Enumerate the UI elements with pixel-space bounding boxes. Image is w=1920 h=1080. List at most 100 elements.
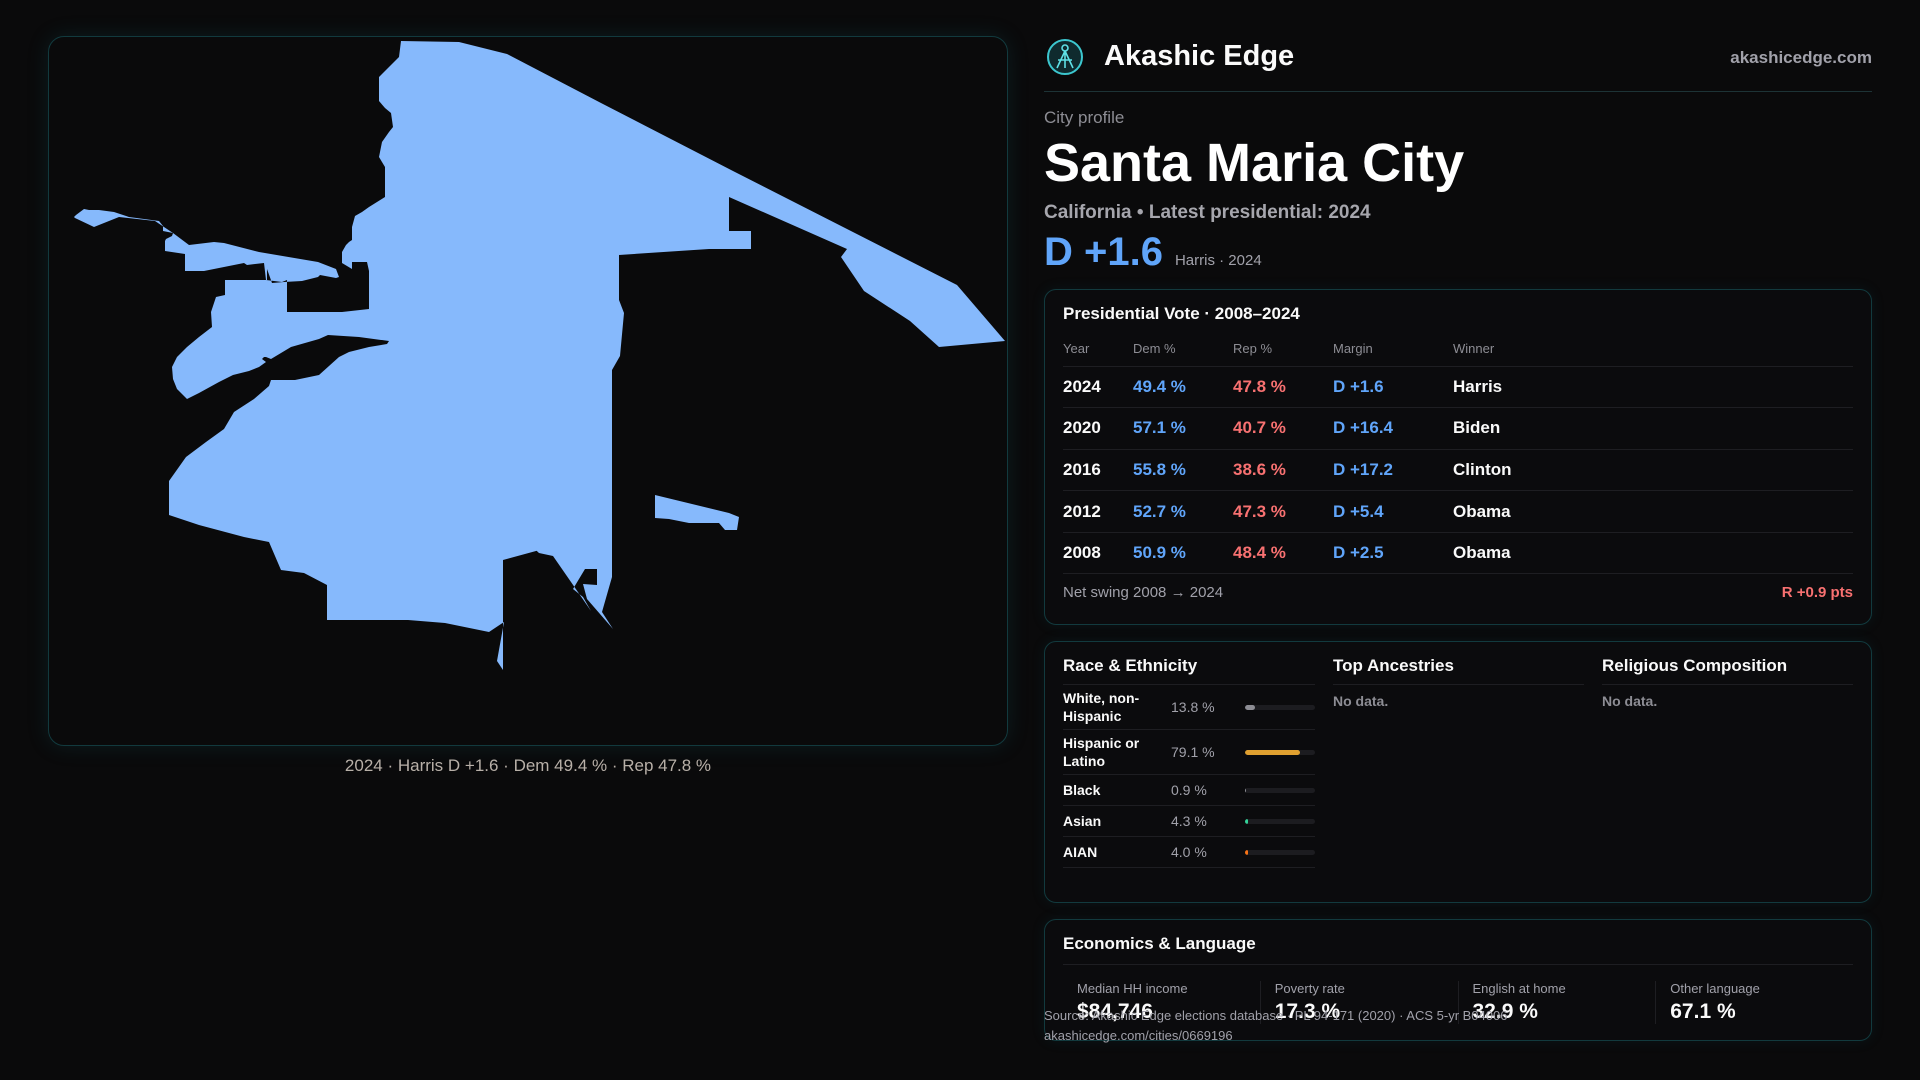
row-rep: 38.6 % [1233,449,1333,492]
ancestries-title: Top Ancestries [1333,656,1584,685]
city-boundary-map [74,41,1005,670]
latest-margin: D +1.6 Harris · 2024 [1044,230,1872,275]
econ-label: Poverty rate [1274,981,1345,996]
race-value: 13.8 % [1171,699,1215,715]
presidential-vote-table: Year Dem % Rep % Margin Winner 2024 49.4… [1063,332,1853,575]
row-year: 2008 [1063,532,1133,575]
econ-value: $84,746 [1077,1000,1153,1023]
race-bar-track [1245,849,1315,855]
net-swing-value: R +0.9 pts [1781,584,1853,602]
demographics-card: Race & Ethnicity White, non-Hispanic 13.… [1044,641,1872,903]
net-swing-row: Net swing 2008 → 2024 R +0.9 pts [1063,584,1853,601]
economics-grid: Median HH income $84,746 Poverty rate 17… [1063,981,1853,1024]
race-value: 0.9 % [1171,782,1207,798]
race-label: Black [1063,782,1101,798]
header: Akashic Edge akashicedge.com [1044,36,1872,92]
econ-label: English at home [1472,981,1566,996]
economics-card: Economics & Language Median HH income $8… [1044,919,1872,1041]
row-dem: 50.9 % [1133,532,1233,575]
race-label: Hispanic or Latino [1063,735,1140,769]
row-rep: 47.3 % [1233,490,1333,533]
race-bar-track [1245,787,1315,793]
row-margin: D +2.5 [1333,532,1453,575]
footer-source: Source: Akashic Edge elections database … [1044,1008,1508,1023]
race-bar-fill [1245,849,1248,855]
race-value: 4.3 % [1171,813,1207,829]
race-bar-track [1245,704,1315,710]
table-row: 2020 57.1 % 40.7 % D +16.4 Biden [1063,407,1853,450]
row-year: 2012 [1063,490,1133,533]
table-row: 2016 55.8 % 38.6 % D +17.2 Clinton [1063,449,1853,492]
brand-name: Akashic Edge [1104,40,1295,72]
page-title: Santa Maria City [1044,133,1465,193]
econ-cell: English at home 32.9 % [1457,981,1656,1024]
city-map-panel[interactable] [48,36,1008,746]
econ-value: 17.3 % [1274,1000,1341,1023]
row-dem: 52.7 % [1133,490,1233,533]
race-bar-fill [1245,787,1247,793]
list-item: AIAN 4.0 % [1063,837,1315,868]
footer-url[interactable]: akashicedge.com/cities/0669196 [1044,1028,1233,1043]
col-rep: Rep % [1233,332,1333,367]
list-item: Black 0.9 % [1063,775,1315,806]
row-margin: D +16.4 [1333,407,1453,450]
race-ethnicity-section: Race & Ethnicity White, non-Hispanic 13.… [1063,656,1315,902]
race-bar-track [1245,749,1315,755]
list-item: White, non-Hispanic 13.8 % [1063,685,1315,730]
site-link[interactable]: akashicedge.com [1730,48,1872,67]
net-swing-label: Net swing 2008 → 2024 [1063,584,1224,602]
row-margin: D +1.6 [1333,366,1453,409]
row-winner: Harris [1453,366,1853,409]
row-winner: Clinton [1453,449,1853,492]
akashic-edge-logo-icon[interactable] [1046,38,1084,76]
col-winner: Winner [1453,332,1853,367]
row-dem: 49.4 % [1133,366,1233,409]
econ-value: 32.9 % [1472,1000,1538,1023]
map-caption: 2024 · Harris D +1.6 · Dem 49.4 % · Rep … [344,756,712,775]
econ-cell: Median HH income $84,746 [1063,981,1260,1024]
table-header-row: Year Dem % Rep % Margin Winner [1063,332,1853,367]
list-item: Hispanic or Latino 79.1 % [1063,730,1315,775]
race-bar-fill [1245,749,1301,755]
row-rep: 48.4 % [1233,532,1333,575]
econ-cell: Poverty rate 17.3 % [1259,981,1458,1024]
race-value: 4.0 % [1171,844,1207,860]
row-year: 2020 [1063,407,1133,450]
row-margin: D +17.2 [1333,449,1453,492]
econ-value: 67.1 % [1670,1000,1736,1023]
latest-margin-note: Harris · 2024 [1174,252,1262,269]
race-bar-fill [1245,818,1248,824]
col-margin: Margin [1333,332,1453,367]
race-label: White, non-Hispanic [1063,690,1140,724]
row-dem: 55.8 % [1133,449,1233,492]
presidential-vote-card: Presidential Vote · 2008–2024 Year Dem %… [1044,289,1872,625]
econ-label: Other language [1670,981,1760,996]
religion-title: Religious Composition [1602,656,1853,685]
row-year: 2016 [1063,449,1133,492]
race-list: White, non-Hispanic 13.8 % Hispanic or L… [1063,685,1315,868]
page-eyebrow: City profile [1044,108,1125,127]
ancestries-empty: No data. [1333,693,1389,709]
row-margin: D +5.4 [1333,490,1453,533]
religion-empty: No data. [1602,693,1658,709]
econ-label: Median HH income [1077,981,1188,996]
ancestries-section: Top Ancestries No data. [1333,656,1584,902]
col-dem: Dem % [1133,332,1233,367]
row-winner: Obama [1453,532,1853,575]
row-winner: Obama [1453,490,1853,533]
table-row: 2012 52.7 % 47.3 % D +5.4 Obama [1063,490,1853,533]
economics-title: Economics & Language [1063,934,1853,965]
race-label: Asian [1063,813,1102,829]
latest-margin-value: D +1.6 [1044,230,1163,274]
footer: Source: Akashic Edge elections database … [1044,1006,1507,1046]
row-rep: 40.7 % [1233,407,1333,450]
religion-section: Religious Composition No data. [1602,656,1853,902]
race-bar-fill [1245,704,1255,710]
race-label: AIAN [1063,844,1098,860]
row-dem: 57.1 % [1133,407,1233,450]
profile-panel: Akashic Edge akashicedge.com City profil… [1044,36,1872,1041]
race-ethnicity-title: Race & Ethnicity [1063,656,1315,685]
table-row: 2008 50.9 % 48.4 % D +2.5 Obama [1063,532,1853,575]
presidential-vote-title: Presidential Vote · 2008–2024 [1063,304,1300,323]
row-winner: Biden [1453,407,1853,450]
